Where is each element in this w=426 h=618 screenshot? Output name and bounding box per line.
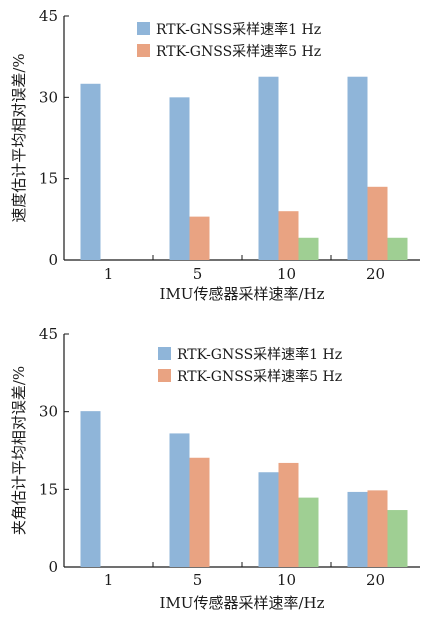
- chart1-bar: [169, 97, 190, 260]
- chart1-y-tick-label: 45: [39, 7, 58, 25]
- chart1-y-tick-label: 15: [39, 170, 58, 188]
- chart2-bar: [367, 490, 388, 567]
- chart2-bar: [298, 497, 319, 567]
- chart1-bar: [278, 211, 299, 260]
- chart1-x-tick-label: 5: [193, 265, 203, 283]
- chart1-bar: [298, 237, 319, 260]
- chart1-x-axis-label: IMU传感器采样速率/Hz: [160, 285, 325, 303]
- chart2-legend-label: RTK-GNSS采样速率1 Hz: [177, 346, 342, 363]
- chart1-y-tick-label: 30: [39, 88, 58, 106]
- chart2-bar: [169, 433, 190, 567]
- chart2-bar: [80, 411, 101, 567]
- chart1-x-tick-label: 20: [366, 265, 385, 283]
- chart2-x-tick-label: 1: [104, 571, 114, 589]
- chart2-x-tick-label: 10: [277, 571, 296, 589]
- chart2-y-tick-label: 45: [39, 325, 58, 343]
- chart2-x-tick-label: 20: [366, 571, 385, 589]
- chart1-bar: [387, 237, 408, 260]
- chart1-bar: [258, 76, 279, 261]
- chart2-x-tick-label: 5: [193, 571, 203, 589]
- chart2-bar: [347, 491, 368, 567]
- chart1-legend-label: RTK-GNSS采样速率1 Hz: [156, 21, 321, 38]
- chart2-bar: [258, 472, 279, 567]
- chart1-bar: [80, 83, 101, 261]
- chart2-legend-swatch: [158, 369, 171, 382]
- chart1-legend-label: RTK-GNSS采样速率5 Hz: [156, 43, 321, 60]
- chart1-x-tick-label: 1: [104, 265, 114, 283]
- chart2-legend-swatch: [158, 347, 171, 360]
- chart1-legend-swatch: [137, 44, 150, 57]
- chart2-bar: [387, 510, 408, 567]
- chart1-bar: [367, 186, 388, 260]
- chart2-x-axis-label: IMU传感器采样速率/Hz: [160, 594, 325, 612]
- chart2-y-tick-label: 0: [48, 558, 58, 576]
- chart2-legend-label: RTK-GNSS采样速率5 Hz: [177, 368, 342, 385]
- chart2-bar: [278, 462, 299, 567]
- chart1-x-tick-label: 10: [277, 265, 296, 283]
- chart1-y-axis-label: 速度估计平均相对误差/%: [10, 53, 28, 222]
- chart2-y-axis-label: 夹角估计平均相对误差/%: [10, 366, 28, 535]
- chart2-bar: [189, 457, 210, 567]
- chart1-bar: [189, 216, 210, 260]
- chart1-bar: [347, 76, 368, 261]
- chart2-y-tick-label: 30: [39, 403, 58, 421]
- chart2-y-tick-label: 15: [39, 480, 58, 498]
- chart1-legend-swatch: [137, 22, 150, 35]
- chart1-y-tick-label: 0: [48, 251, 58, 269]
